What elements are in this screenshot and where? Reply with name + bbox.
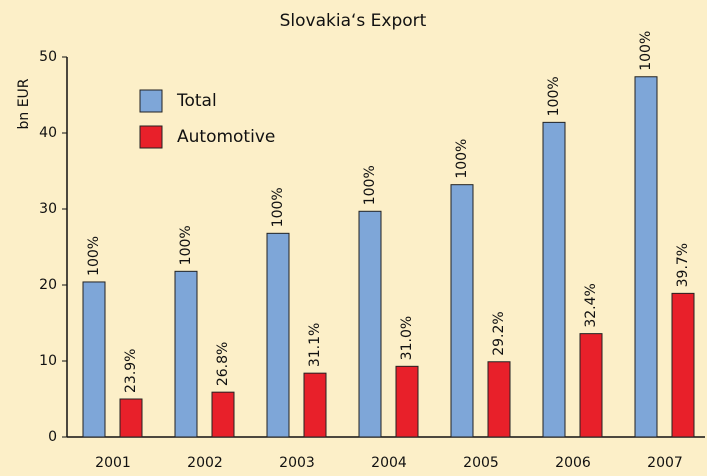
x-tick-label: 2001 — [95, 455, 131, 471]
y-tick-label: 50 — [39, 49, 57, 65]
x-tick-label: 2004 — [371, 455, 407, 471]
share-label: 26.8% — [215, 342, 231, 386]
y-tick-label: 40 — [39, 125, 57, 141]
share-label: 100% — [270, 187, 286, 227]
bar — [174, 270, 198, 438]
y-tick-label: 30 — [39, 201, 57, 217]
legend-swatch — [139, 89, 163, 113]
bar — [671, 292, 695, 438]
bar — [266, 232, 290, 438]
x-tick-label: 2002 — [187, 455, 223, 471]
y-tick-label: 10 — [39, 353, 57, 369]
share-label: 32.4% — [583, 283, 599, 327]
share-label: 39.7% — [675, 243, 691, 287]
bar — [119, 398, 143, 438]
bar — [82, 281, 106, 438]
legend-label: Total — [176, 91, 217, 111]
share-label: 31.0% — [399, 316, 415, 360]
share-label: 100% — [362, 165, 378, 205]
x-tick-label: 2005 — [463, 455, 499, 471]
bar — [358, 210, 382, 438]
y-tick-label: 20 — [39, 277, 57, 293]
share-label: 100% — [454, 139, 470, 179]
y-axis-label: bn EUR — [16, 78, 32, 129]
share-label: 100% — [86, 236, 102, 276]
share-label: 23.9% — [123, 349, 139, 393]
x-tick-label: 2003 — [279, 455, 315, 471]
share-label: 31.1% — [307, 323, 323, 367]
share-label: 29.2% — [491, 311, 507, 355]
bar — [450, 184, 474, 438]
share-label: 100% — [638, 31, 654, 71]
bar — [303, 372, 327, 438]
legend-label: Automotive — [177, 127, 275, 147]
bar — [634, 76, 658, 438]
bar — [542, 121, 566, 438]
x-tick-label: 2006 — [555, 455, 591, 471]
bar — [211, 391, 235, 438]
y-tick-label: 0 — [48, 429, 57, 445]
legend-swatch — [139, 125, 163, 149]
bar — [579, 333, 603, 438]
x-tick-label: 2007 — [647, 455, 683, 471]
chart-title: Slovakia‘s Export — [280, 11, 427, 31]
share-label: 100% — [178, 225, 194, 265]
share-label: 100% — [546, 76, 562, 116]
bar — [487, 361, 511, 438]
bar — [395, 365, 419, 438]
